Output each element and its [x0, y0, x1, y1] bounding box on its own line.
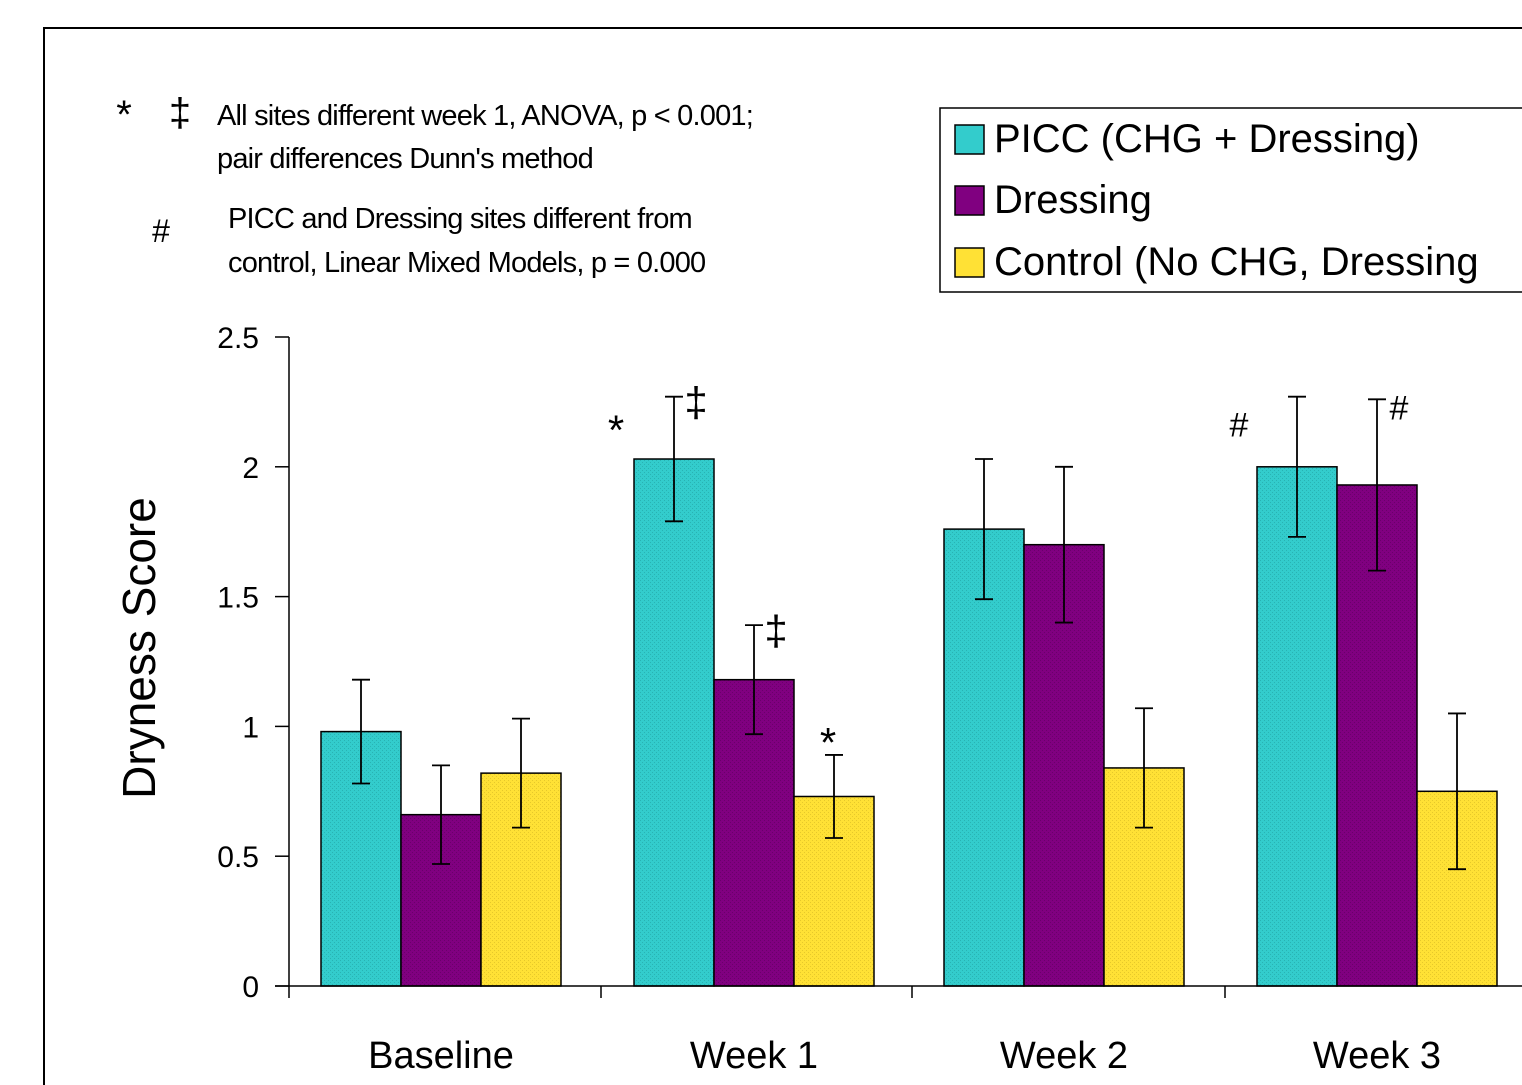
legend-swatch-control: [954, 247, 985, 278]
error-bar-week-3-series-2: [1368, 398, 1386, 572]
error-bar-baseline-series-1: [352, 678, 370, 785]
note-1-symbol-2: ‡: [169, 91, 191, 135]
legend-swatch-dressing: [954, 185, 985, 216]
significance-marker-5: #: [1230, 407, 1249, 445]
y-tick-label-5: 2.5: [217, 322, 259, 355]
note-2-line-2: control, Linear Mixed Models, p = 0.000: [228, 247, 705, 279]
legend: PICC (CHG + Dressing) Dressing Control (…: [939, 107, 1522, 293]
error-bar-week-2-series-1: [975, 458, 993, 601]
note-2-line-1: PICC and Dressing sites different from: [228, 203, 692, 235]
y-tick-label-4: 2: [242, 452, 259, 485]
y-axis-label: Dryness Score: [113, 497, 165, 799]
error-bar-week-1-series-3: [825, 754, 843, 839]
x-tick-label-baseline: Baseline: [368, 1035, 514, 1077]
error-bar-week-3-series-1: [1288, 395, 1306, 538]
bar-week-3-series-1: [1256, 466, 1338, 987]
legend-label-dressing: Dressing: [994, 178, 1152, 222]
y-tick-label-2: 1: [242, 711, 259, 744]
error-bars-layer: [352, 395, 1466, 871]
error-bar-week-3-series-3: [1448, 712, 1466, 871]
x-tick-label-week-2: Week 2: [1000, 1035, 1128, 1077]
bars-layer: [320, 458, 1498, 987]
significance-marker-3: ‡: [764, 607, 787, 654]
note-1-symbol-1: *: [116, 93, 132, 137]
significance-marker-1: *: [608, 407, 624, 454]
error-bar-week-2-series-2: [1055, 465, 1073, 624]
legend-label-control: Control (No CHG, Dressing: [994, 240, 1479, 284]
error-bar-baseline-series-3: [512, 717, 530, 829]
x-tick-label-week-1: Week 1: [690, 1035, 818, 1077]
legend-label-picc: PICC (CHG + Dressing): [994, 117, 1420, 161]
note-1-line-2: pair differences Dunn's method: [217, 143, 593, 175]
x-tick-label-week-3: Week 3: [1313, 1035, 1441, 1077]
y-tick-label-1: 0.5: [217, 841, 259, 874]
y-tick-label-3: 1.5: [217, 582, 259, 615]
significance-marker-2: ‡: [684, 379, 707, 426]
error-bar-week-1-series-1: [665, 395, 683, 523]
note-1-line-1: All sites different week 1, ANOVA, p < 0…: [217, 100, 753, 132]
legend-box: [939, 107, 1522, 293]
error-bar-week-1-series-2: [745, 624, 763, 736]
significance-marker-6: #: [1390, 389, 1409, 427]
outer-frame: [43, 27, 1522, 1085]
note-2-symbol-1: #: [152, 213, 170, 249]
error-bar-baseline-series-2: [432, 764, 450, 865]
significance-marker-4: *: [820, 719, 836, 766]
error-bar-week-2-series-3: [1135, 707, 1153, 829]
axes: Baseline Week 1 Week 2 Week 3 0 0.5 1 1.5 2 2.5: [217, 322, 1522, 1077]
bar-week-1-series-1: [633, 458, 715, 987]
annotations-layer: * ‡ ‡ * # #: [608, 379, 1409, 766]
significance-notes: * ‡ All sites different week 1, ANOVA, p…: [116, 91, 754, 279]
legend-swatch-picc: [954, 124, 985, 155]
y-tick-label-0: 0: [242, 971, 259, 1004]
